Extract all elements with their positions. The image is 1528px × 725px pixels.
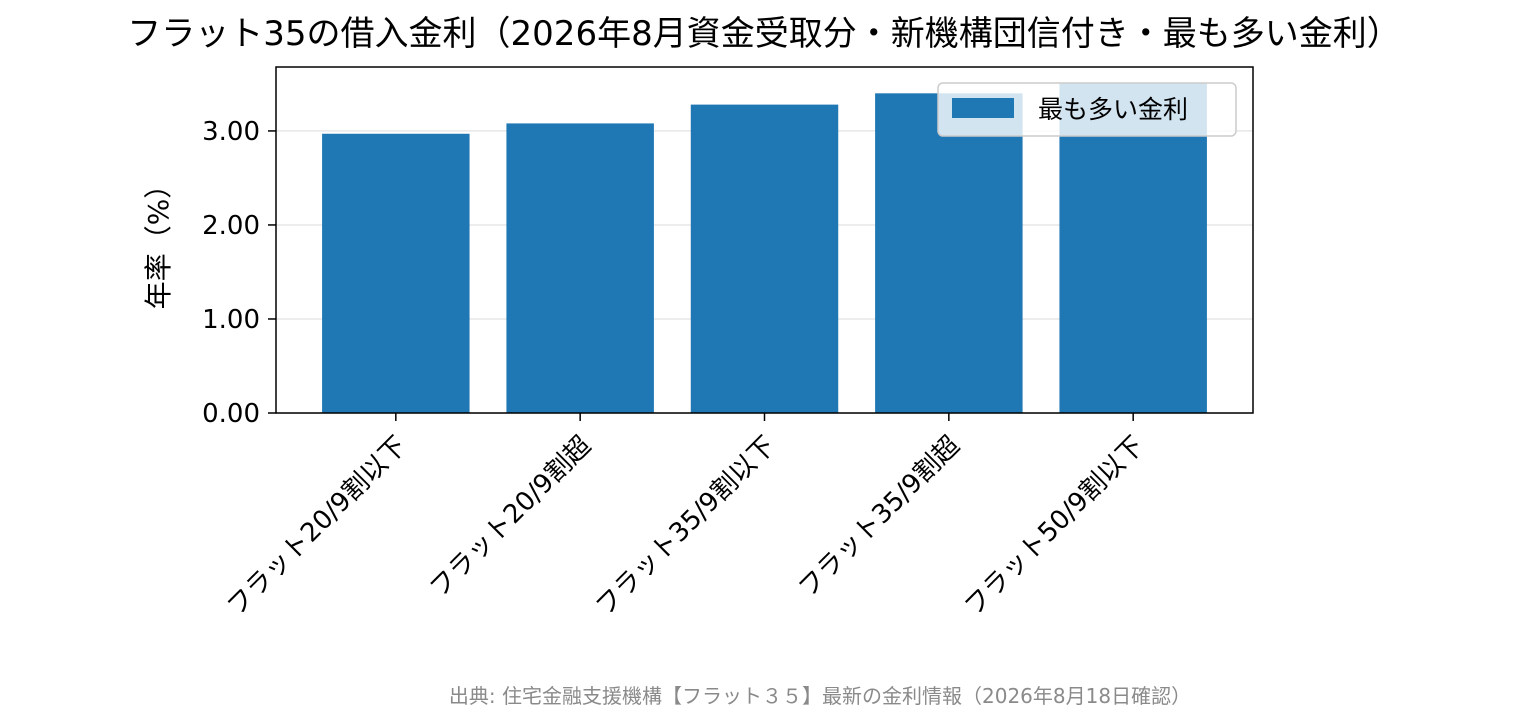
y-tick-label: 1.00 [202,305,260,335]
y-axis-title: 年率（%） [142,171,175,310]
bar [322,133,470,413]
y-tick-label: 2.00 [202,211,260,241]
bar [506,123,654,414]
bar [1059,82,1207,413]
legend-label: 最も多い金利 [1038,95,1188,124]
legend: 最も多い金利 [937,82,1237,137]
y-tick-label: 3.00 [202,117,260,147]
legend-box [937,82,1237,137]
bar [875,93,1023,414]
y-axis: 0.00 1.00 2.00 3.00 [202,117,276,429]
bars-layer [322,82,1207,414]
bar [690,104,839,413]
source-note: 出典: 住宅金融支援機構【フラット３５】最新の金利情報（2026年8月18日確認… [449,684,1191,708]
chart-title: フラット35の借入金利（2026年8月資金受取分・新機構団信付き・最も多い金利） [127,14,1400,54]
legend-swatch [952,98,1014,118]
y-tick-label: 0.00 [202,399,260,429]
